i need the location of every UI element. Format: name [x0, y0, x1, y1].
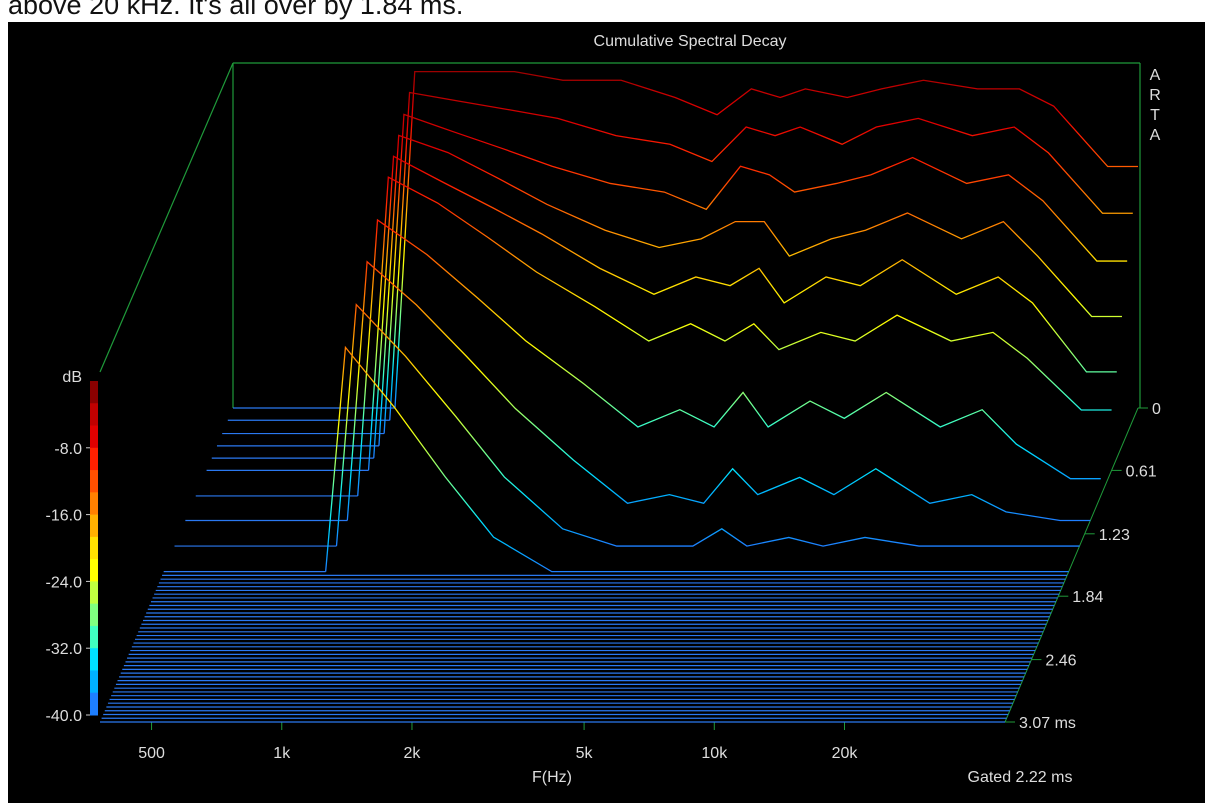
decay-slice [346, 260, 1091, 522]
time-tick-label: 3.07 ms [1019, 715, 1076, 732]
time-tick-label: 0.61 [1126, 463, 1157, 480]
decay-slice [389, 91, 1133, 421]
plot-background [8, 22, 1205, 803]
caption-strip [0, 0, 1211, 22]
time-tick-label: 0 [1152, 401, 1161, 418]
colorbar-tick-label: -24.0 [46, 574, 83, 591]
colorbar-cell [90, 625, 98, 649]
colorbar-tick-label: -40.0 [46, 708, 83, 725]
x-tick-label: 500 [138, 745, 165, 762]
colorbar-cell [90, 692, 98, 716]
colorbar-cell [90, 559, 98, 582]
colorbar-cell [90, 381, 98, 404]
decay-slice [325, 345, 1069, 573]
colorbar-cell [90, 514, 98, 538]
x-tick-label: 5k [576, 745, 594, 762]
gate-note: Gated 2.22 ms [968, 769, 1073, 786]
caption: above 20 kHz. It's all over by 1.84 ms. [8, 0, 463, 20]
time-tick-label: 2.46 [1045, 653, 1076, 670]
colorbar-label: dB [62, 369, 82, 386]
decay-slice [383, 113, 1128, 434]
colorbar-tick-label: -32.0 [46, 641, 83, 658]
colorbar-cell [90, 492, 98, 516]
colorbar-cell [90, 670, 98, 694]
decay-slice [335, 303, 1080, 547]
x-tick-label: 20k [832, 745, 859, 762]
colorbar-cell [90, 425, 98, 449]
chart-title: Cumulative Spectral Decay [594, 33, 787, 50]
decay-slice [367, 176, 1112, 471]
time-tick-label: 1.23 [1099, 527, 1130, 544]
colorbar-cell [90, 403, 98, 427]
frame [99, 62, 1141, 408]
colorbar-cell [90, 447, 98, 471]
colorbar-cell [90, 470, 98, 493]
time-tick-label: 1.84 [1072, 589, 1103, 606]
decay-slice [378, 134, 1122, 446]
colorbar-cell [90, 581, 98, 605]
decay-slice [394, 70, 1138, 409]
colorbar-cell [90, 648, 98, 671]
x-axis-label: F(Hz) [532, 769, 572, 786]
x-tick-label: 2k [404, 745, 422, 762]
decay-slice [357, 218, 1101, 497]
x-tick-label: 10k [701, 745, 728, 762]
decay-slice [373, 155, 1117, 459]
colorbar-cell [90, 536, 98, 560]
colorbar-tick-label: -16.0 [46, 508, 83, 525]
colorbar-tick-label: -8.0 [54, 441, 82, 458]
colorbar-cell [90, 603, 98, 627]
x-tick-label: 1k [273, 745, 291, 762]
